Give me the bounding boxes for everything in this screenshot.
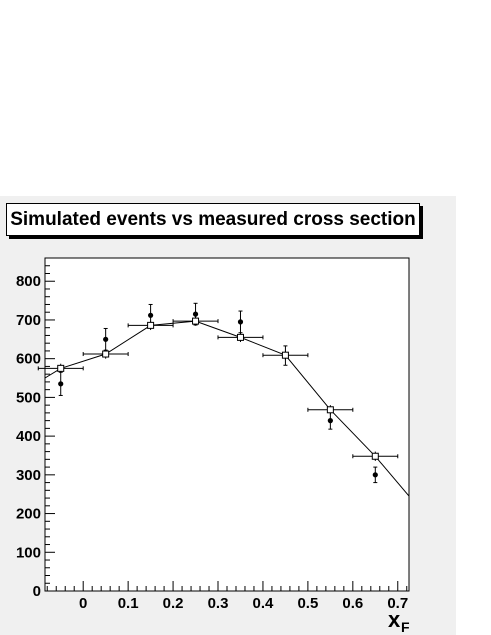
- x-tick-label: 0.3: [208, 595, 229, 612]
- y-tick-label: 300: [16, 467, 41, 484]
- open-square-point: [147, 321, 155, 329]
- plot-frame: [44, 257, 410, 592]
- axis-ticks: [45, 257, 408, 592]
- filled-circle-point: [103, 336, 109, 342]
- filled-circle-point: [192, 311, 199, 317]
- chart-marks: [37, 302, 410, 497]
- y-tick-label: 800: [16, 273, 41, 290]
- filled-circle-point: [148, 312, 154, 318]
- y-tick-label: 500: [16, 389, 41, 406]
- open-square-point: [57, 364, 65, 372]
- open-square-point: [326, 406, 334, 414]
- x-tick-label: 0.6: [342, 595, 363, 612]
- y-tick-label: 0: [33, 583, 41, 600]
- x-tick-label: 0: [79, 595, 87, 612]
- x-axis-label-subscript: F: [401, 619, 410, 635]
- filled-circle-point: [237, 319, 244, 325]
- x-tick-label: 0.4: [253, 595, 275, 612]
- filled-circle-point: [372, 472, 378, 478]
- tick-labels: 0 100 200 300 400 500 600 700 800 0 0.1 0.2 0.3 0.4 0.…: [16, 273, 408, 612]
- series-connecting-line: [44, 320, 410, 497]
- y-tick-label: 600: [16, 351, 41, 368]
- chart-title-box: Simulated events vs measured cross secti…: [6, 203, 420, 236]
- open-square-point: [192, 317, 200, 325]
- x-axis-label: x: [388, 607, 401, 632]
- y-tick-label: 700: [16, 312, 41, 329]
- y-tick-label: 200: [16, 506, 41, 523]
- chart-title: Simulated events vs measured cross secti…: [10, 208, 416, 230]
- open-square-point: [236, 333, 244, 341]
- y-tick-label: 400: [16, 428, 41, 445]
- x-tick-label: 0.1: [118, 595, 139, 612]
- y-tick-label: 100: [16, 544, 41, 561]
- x-tick-label: 0.7: [387, 595, 408, 612]
- open-square-point: [102, 350, 110, 358]
- open-square-point: [371, 452, 379, 460]
- x-tick-label: 0.5: [297, 595, 318, 612]
- open-square-point: [281, 351, 289, 359]
- filled-circle-point: [58, 381, 64, 387]
- x-tick-label: 0.2: [163, 595, 184, 612]
- filled-circle-point: [327, 418, 333, 424]
